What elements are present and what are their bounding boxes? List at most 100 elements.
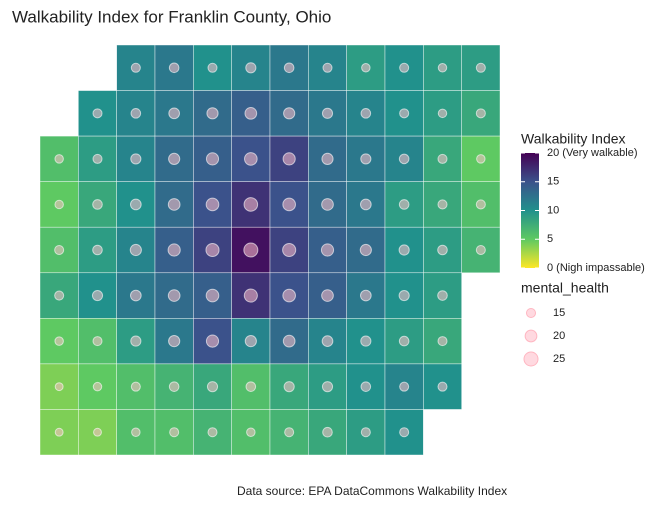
mental-health-dot bbox=[93, 427, 102, 437]
mental-health-dot bbox=[437, 290, 448, 301]
mental-health-dot bbox=[243, 288, 258, 303]
mental-health-dot bbox=[360, 153, 372, 165]
mental-health-dot bbox=[205, 197, 220, 212]
mental-health-dot bbox=[130, 381, 141, 392]
caption: Data source: EPA DataCommons Walkability… bbox=[237, 484, 507, 498]
mental-health-dot bbox=[437, 153, 448, 164]
mental-health-dot bbox=[360, 108, 372, 119]
mental-health-dot bbox=[398, 199, 410, 210]
mental-health-dot bbox=[437, 381, 448, 392]
mental-health-dot bbox=[54, 199, 64, 210]
mental-health-dot bbox=[282, 242, 297, 258]
mental-health-dot bbox=[320, 243, 335, 257]
mental-health-dot bbox=[92, 153, 103, 164]
mental-health-dot bbox=[54, 427, 64, 437]
mental-health-dot bbox=[476, 154, 486, 164]
mental-health-dot bbox=[54, 382, 64, 392]
mental-health-dot bbox=[167, 243, 181, 257]
mental-health-dot bbox=[206, 381, 219, 393]
mental-health-dot bbox=[475, 108, 486, 119]
mental-health-dot bbox=[168, 152, 181, 165]
mental-health-dot bbox=[207, 427, 218, 438]
region bbox=[231, 181, 271, 228]
mental-health-dot bbox=[129, 289, 142, 302]
mental-health-dot bbox=[246, 427, 256, 437]
mental-health-dot bbox=[399, 108, 410, 119]
mental-health-dot bbox=[360, 381, 372, 392]
mental-health-dot bbox=[283, 381, 295, 393]
mental-health-dot bbox=[437, 108, 448, 119]
color-bar-label: 5 bbox=[547, 233, 553, 245]
mental-health-dot bbox=[398, 289, 410, 302]
mental-health-dot bbox=[321, 381, 334, 393]
size-legend-label: 25 bbox=[553, 353, 565, 365]
mental-health-dot bbox=[282, 334, 296, 348]
mental-health-dot bbox=[398, 153, 410, 165]
mental-health-dot bbox=[168, 107, 181, 120]
color-bar-label: 20 (Very walkable) bbox=[547, 147, 638, 159]
mental-health-dot bbox=[243, 197, 259, 212]
mental-health-dot bbox=[437, 244, 448, 256]
mental-health-dot bbox=[475, 199, 486, 210]
mental-health-dot bbox=[399, 62, 410, 73]
mental-health-dot bbox=[360, 335, 372, 347]
mental-health-dot bbox=[244, 152, 258, 166]
mental-health-dot bbox=[54, 336, 64, 346]
mental-health-dot bbox=[167, 289, 181, 302]
mental-health-dot bbox=[206, 107, 219, 120]
region bbox=[384, 44, 424, 91]
mental-health-dot bbox=[130, 62, 141, 73]
mental-health-dot bbox=[398, 244, 410, 256]
size-legend-dot bbox=[524, 329, 538, 343]
mental-health-dot bbox=[321, 107, 334, 119]
mental-health-dot bbox=[92, 244, 103, 256]
size-legend-dot bbox=[525, 307, 537, 319]
color-bar-label: 15 bbox=[547, 176, 559, 188]
mental-health-dot bbox=[321, 152, 334, 165]
mental-health-dot bbox=[321, 198, 334, 211]
mental-health-dot bbox=[245, 62, 257, 74]
mental-health-dot bbox=[54, 154, 64, 164]
mental-health-dot bbox=[437, 63, 448, 73]
mental-health-dot bbox=[245, 381, 257, 392]
mental-health-dot bbox=[243, 242, 259, 258]
mental-health-dot bbox=[361, 63, 371, 73]
mental-health-dot bbox=[129, 198, 142, 211]
color-bar-label: 0 (Nigh impassable) bbox=[547, 262, 645, 274]
mental-health-dot bbox=[130, 153, 142, 165]
mental-health-dot bbox=[130, 335, 142, 347]
mental-health-dot bbox=[131, 427, 141, 437]
mental-health-dot bbox=[92, 336, 103, 347]
mental-health-dot bbox=[167, 198, 181, 211]
mental-health-dot bbox=[399, 381, 410, 392]
mental-health-dot bbox=[168, 381, 180, 392]
mental-health-dot bbox=[92, 199, 103, 210]
mental-health-dot bbox=[359, 289, 372, 302]
mental-health-dot bbox=[437, 199, 448, 210]
mental-health-dot bbox=[282, 197, 296, 212]
mental-health-dot bbox=[282, 288, 296, 303]
mental-health-dot bbox=[205, 152, 220, 166]
mental-health-dot bbox=[322, 62, 333, 73]
mental-health-dot bbox=[207, 62, 218, 73]
mental-health-dot bbox=[129, 243, 142, 257]
mental-health-dot bbox=[169, 427, 180, 438]
mental-health-dot bbox=[359, 198, 372, 211]
mental-health-dot bbox=[168, 62, 180, 74]
mental-health-dot bbox=[399, 427, 410, 438]
mental-health-dot bbox=[205, 334, 220, 348]
region bbox=[39, 135, 79, 182]
color-legend-title: Walkability Index bbox=[521, 131, 626, 147]
mental-health-dot bbox=[54, 290, 65, 301]
mental-health-dot bbox=[283, 107, 296, 120]
mental-health-dot bbox=[244, 335, 257, 348]
mental-health-dot bbox=[54, 244, 65, 256]
mental-health-dot bbox=[321, 335, 334, 347]
region bbox=[193, 90, 232, 137]
mental-health-dot bbox=[92, 108, 103, 119]
mental-health-dot bbox=[284, 427, 295, 438]
size-legend-title: mental_health bbox=[521, 280, 609, 296]
mental-health-dot bbox=[282, 152, 296, 166]
color-bar bbox=[521, 153, 539, 268]
